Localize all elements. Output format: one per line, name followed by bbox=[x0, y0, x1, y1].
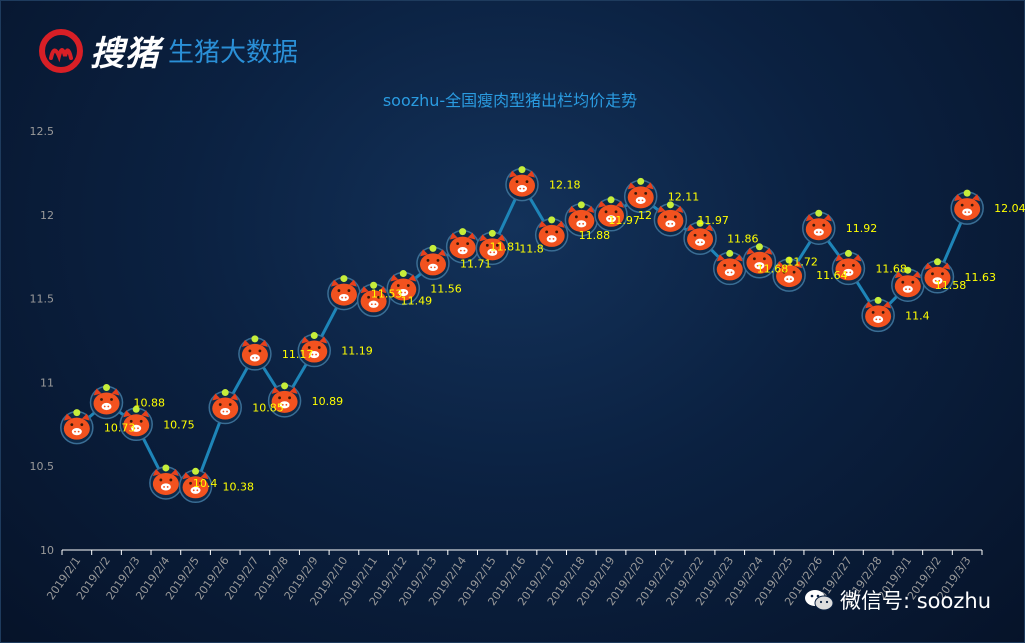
data-point-marker bbox=[505, 166, 539, 202]
data-point-marker bbox=[802, 209, 836, 245]
y-tick-label: 11.5 bbox=[30, 293, 55, 306]
data-label: 11.71 bbox=[460, 257, 492, 270]
chart-markers bbox=[60, 166, 984, 504]
data-label: 11.81 bbox=[490, 241, 521, 254]
data-point-marker bbox=[60, 409, 94, 445]
data-point-marker bbox=[119, 405, 153, 442]
data-point-marker bbox=[534, 216, 569, 252]
data-label: 12.11 bbox=[668, 190, 700, 203]
data-point-marker bbox=[475, 229, 510, 266]
data-point-marker bbox=[445, 228, 480, 264]
data-point-marker bbox=[208, 389, 242, 425]
brand-name: 搜猪 bbox=[90, 34, 160, 74]
data-label: 10.88 bbox=[134, 397, 166, 410]
data-label: 10.85 bbox=[252, 402, 284, 415]
soozhu-logo-icon bbox=[39, 28, 83, 73]
data-point-marker bbox=[594, 196, 628, 232]
wechat-id-text: 微信号: soozhu bbox=[839, 589, 991, 613]
data-point-marker bbox=[920, 258, 955, 294]
data-label: 11.63 bbox=[964, 271, 996, 284]
data-label: 11.58 bbox=[935, 279, 967, 292]
data-label: 11.56 bbox=[430, 283, 462, 296]
data-point-marker bbox=[564, 201, 599, 237]
y-tick-label: 12.5 bbox=[30, 125, 55, 138]
y-tick-label: 11 bbox=[40, 376, 54, 389]
data-label: 12.18 bbox=[549, 179, 581, 192]
data-label: 12.04 bbox=[994, 202, 1025, 215]
data-point-marker bbox=[416, 244, 450, 281]
y-tick-label: 10 bbox=[40, 544, 54, 557]
data-point-marker bbox=[149, 464, 183, 500]
data-label: 12 bbox=[638, 209, 652, 222]
data-point-marker bbox=[831, 249, 866, 286]
data-point-marker bbox=[267, 382, 302, 418]
data-label: 11.97 bbox=[608, 214, 640, 227]
data-point-marker bbox=[327, 275, 361, 311]
data-label: 11.72 bbox=[786, 256, 818, 269]
data-point-marker bbox=[89, 384, 124, 420]
data-label: 10.38 bbox=[223, 480, 255, 493]
data-label: 10.75 bbox=[163, 418, 195, 431]
data-label: 10.89 bbox=[312, 395, 344, 408]
wechat-footer: 微信号: soozhu bbox=[804, 585, 991, 615]
brand-subtitle: 生猪大数据 bbox=[168, 38, 299, 68]
data-label: 11.53 bbox=[371, 288, 403, 301]
data-point-marker bbox=[356, 281, 391, 318]
data-point-marker bbox=[712, 249, 747, 286]
data-point-marker bbox=[683, 219, 717, 256]
data-label: 11.17 bbox=[282, 348, 314, 361]
data-label: 11.49 bbox=[401, 294, 433, 307]
wechat-icon bbox=[804, 590, 834, 611]
data-point-marker bbox=[742, 243, 777, 279]
data-label: 11.68 bbox=[757, 262, 789, 275]
brand-logo: 搜猪 生猪大数据 bbox=[38, 26, 298, 75]
data-point-marker bbox=[386, 270, 421, 306]
chart-axes: 10 10.5 11 11.5 12 12.5 bbox=[30, 125, 983, 557]
y-tick-label: 12 bbox=[40, 209, 54, 222]
y-tick-label: 10.5 bbox=[30, 460, 55, 473]
data-label: 11.92 bbox=[846, 222, 878, 235]
data-point-marker bbox=[891, 266, 925, 302]
data-point-marker bbox=[238, 335, 272, 371]
data-label: 10.4 bbox=[193, 477, 218, 490]
data-point-marker bbox=[623, 177, 658, 214]
data-point-marker bbox=[772, 256, 806, 292]
data-label: 11.88 bbox=[579, 229, 611, 242]
data-point-marker bbox=[950, 189, 984, 225]
chart-title: soozhu-全国瘦肉型猪出栏均价走势 bbox=[383, 91, 637, 110]
data-label: 11.97 bbox=[697, 214, 729, 227]
data-label: 11.8 bbox=[519, 242, 544, 255]
data-point-marker bbox=[861, 296, 895, 333]
data-label: 11.4 bbox=[905, 309, 930, 322]
data-point-marker bbox=[653, 201, 688, 237]
data-label: 11.86 bbox=[727, 232, 759, 245]
data-point-marker bbox=[297, 332, 332, 368]
data-label: 11.64 bbox=[816, 269, 848, 282]
data-label: 11.19 bbox=[341, 345, 373, 358]
data-label: 10.73 bbox=[104, 422, 136, 435]
data-point-marker bbox=[178, 467, 213, 504]
data-label: 11.68 bbox=[875, 262, 907, 275]
chart-data-labels: 10.73 10.88 10.75 10.4 10.38 10.85 11.17 10.89 1… bbox=[104, 179, 1025, 494]
